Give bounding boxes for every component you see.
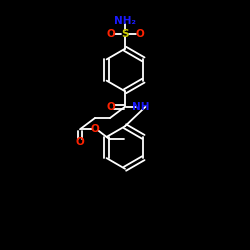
Text: O: O <box>106 102 115 112</box>
Text: O: O <box>90 124 100 134</box>
Text: NH₂: NH₂ <box>114 16 136 26</box>
Text: O: O <box>76 137 84 147</box>
Text: O: O <box>106 29 115 39</box>
Text: O: O <box>135 29 144 39</box>
Text: S: S <box>121 29 129 39</box>
Text: NH: NH <box>132 102 149 112</box>
